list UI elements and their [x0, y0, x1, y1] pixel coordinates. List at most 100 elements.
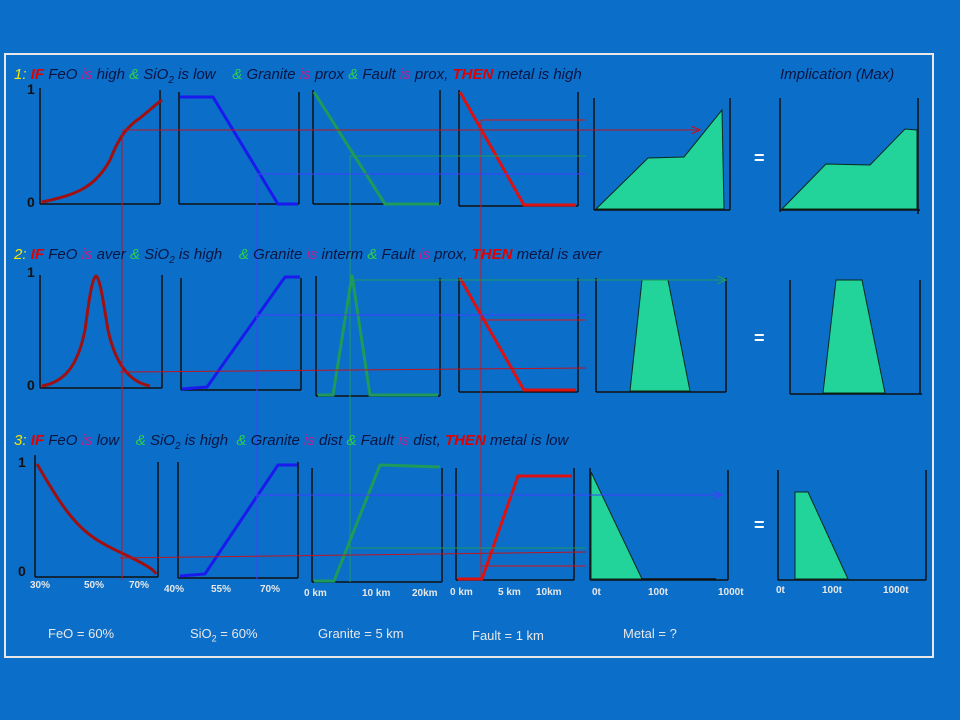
rule2-if: IF — [30, 246, 45, 263]
granite-tick-0: 0 km — [304, 588, 327, 599]
granite-tick-2: 20km — [412, 588, 438, 599]
rule2-sio2-term: high — [193, 246, 223, 263]
row1-sio2-panel — [178, 92, 300, 206]
fault-tick-2: 10km — [536, 587, 562, 598]
row1-granite-panel — [312, 90, 441, 206]
rule1-fault-term: prox, — [414, 66, 449, 83]
rule2-granite: Granite — [253, 246, 303, 263]
rule1-is3: is — [299, 66, 311, 83]
row2-fault-panel — [458, 277, 579, 393]
row3-sio2-high-line — [179, 463, 297, 578]
rule3-feo-term: low — [96, 432, 120, 449]
rule3-number: 3: — [14, 432, 27, 449]
rule3-then: THEN — [444, 432, 486, 449]
row2-y-zero: 0 — [27, 377, 35, 393]
rule2-is5: is — [557, 246, 569, 263]
rule1-is4: is — [399, 66, 411, 83]
row1-metal-high-area — [594, 108, 725, 210]
rule3-amp2: & — [236, 432, 247, 449]
row3-granite-dist-line — [314, 463, 441, 583]
rule3-fault: Fault — [360, 432, 395, 449]
row1-equals: = — [754, 148, 765, 168]
row2-sio2-panel — [180, 275, 302, 391]
row1-feo-panel — [39, 88, 163, 205]
rule2-is4: is — [419, 246, 430, 263]
row2-implication-panel — [789, 279, 922, 395]
rule1-is1: is — [81, 66, 93, 83]
rule1-metal: metal — [497, 66, 535, 83]
row3-fault-panel — [455, 468, 575, 581]
rule3-metal-term: low — [545, 432, 569, 449]
row2-granite-interm-line — [318, 274, 438, 397]
rule2-number: 2: — [14, 246, 27, 263]
sio2-tick-2: 70% — [260, 584, 281, 595]
rule1-amp2: & — [232, 66, 243, 83]
metal-tick-2: 1000t — [718, 587, 744, 598]
implication-header: Implication (Max) — [780, 66, 895, 83]
slide-frame — [4, 53, 934, 658]
row3-metal-panel — [589, 468, 729, 581]
rule3-sio2: SiO — [149, 432, 175, 449]
row1-implication-area — [780, 128, 918, 210]
rule3-metal: metal — [489, 432, 527, 449]
row2-sio2-high-line — [181, 275, 300, 391]
rule2-amp1: & — [129, 246, 140, 263]
row1-y-zero: 0 — [27, 194, 35, 210]
row3-equals: = — [754, 515, 765, 535]
rule3-feo: FeO — [48, 432, 78, 449]
rule1-amp3: & — [348, 66, 359, 83]
rule1-metal-term: high — [553, 66, 582, 83]
rule1-granite-term: prox — [314, 66, 345, 83]
implication-tick-2: 1000t — [883, 585, 909, 596]
rule2-metal: metal — [516, 246, 554, 263]
rule3-amp3: & — [346, 432, 357, 449]
row3-feo-low-curve — [35, 463, 158, 575]
rule1-then: THEN — [452, 66, 494, 83]
implication-tick-0: 0t — [776, 585, 785, 596]
rule1-feo: FeO — [48, 66, 78, 83]
rule2-amp3: & — [367, 246, 378, 263]
rule2-metal-term: aver — [572, 246, 602, 263]
row2-fault-prox-line — [458, 277, 576, 392]
row1-granite-prox-line — [312, 91, 439, 206]
rule2-is1: is — [81, 246, 93, 263]
rule2-fault: Fault — [381, 246, 415, 263]
granite-tick-1: 10 km — [362, 588, 391, 599]
rule3-if: IF — [30, 432, 45, 449]
row3-metal-low-area — [590, 471, 643, 580]
row2-feo-aver-curve — [41, 274, 151, 388]
row3-y-zero: 0 — [18, 563, 26, 579]
implication-tick-1: 100t — [822, 585, 843, 596]
rule1-sio2-sub: 2 — [168, 75, 174, 86]
row3-implication-area — [794, 491, 849, 580]
row2-metal-aver-area — [629, 279, 691, 392]
rule2-fault-term: prox, — [434, 246, 468, 263]
sio2-input-suffix: = 60% — [216, 626, 258, 641]
row2-metal-panel — [595, 278, 727, 393]
rule1-sio2: SiO — [143, 66, 169, 83]
rule1-if: IF — [30, 66, 45, 83]
rule2-granite-term: interm — [321, 246, 364, 263]
rule1-fault: Fault — [362, 66, 396, 83]
rule1-feo-term: high — [96, 66, 125, 83]
rule2-is3: is — [306, 246, 318, 263]
rule2-feo-term: aver — [96, 246, 126, 263]
rule3-is2: is — [184, 432, 196, 449]
row1-y-one: 1 — [27, 81, 35, 97]
rule1-is5: is — [538, 66, 550, 83]
row1-sio2-low-line — [180, 95, 298, 206]
row1-implication-panel — [779, 98, 920, 214]
row2-implication-area — [822, 279, 886, 394]
rule1-amp1: & — [129, 66, 140, 83]
sio2-input-sub: 2 — [211, 633, 217, 644]
rule3-is1: is — [81, 432, 93, 449]
rule3-fault-term: dist, — [413, 432, 441, 449]
row1-feo-high-curve — [41, 98, 163, 204]
rule1-granite: Granite — [246, 66, 296, 83]
rule3-granite-term: dist — [319, 432, 343, 449]
row1-fault-prox-line — [458, 91, 576, 207]
rule3-sio2-sub: 2 — [174, 441, 181, 452]
row3-feo-panel — [34, 455, 159, 578]
